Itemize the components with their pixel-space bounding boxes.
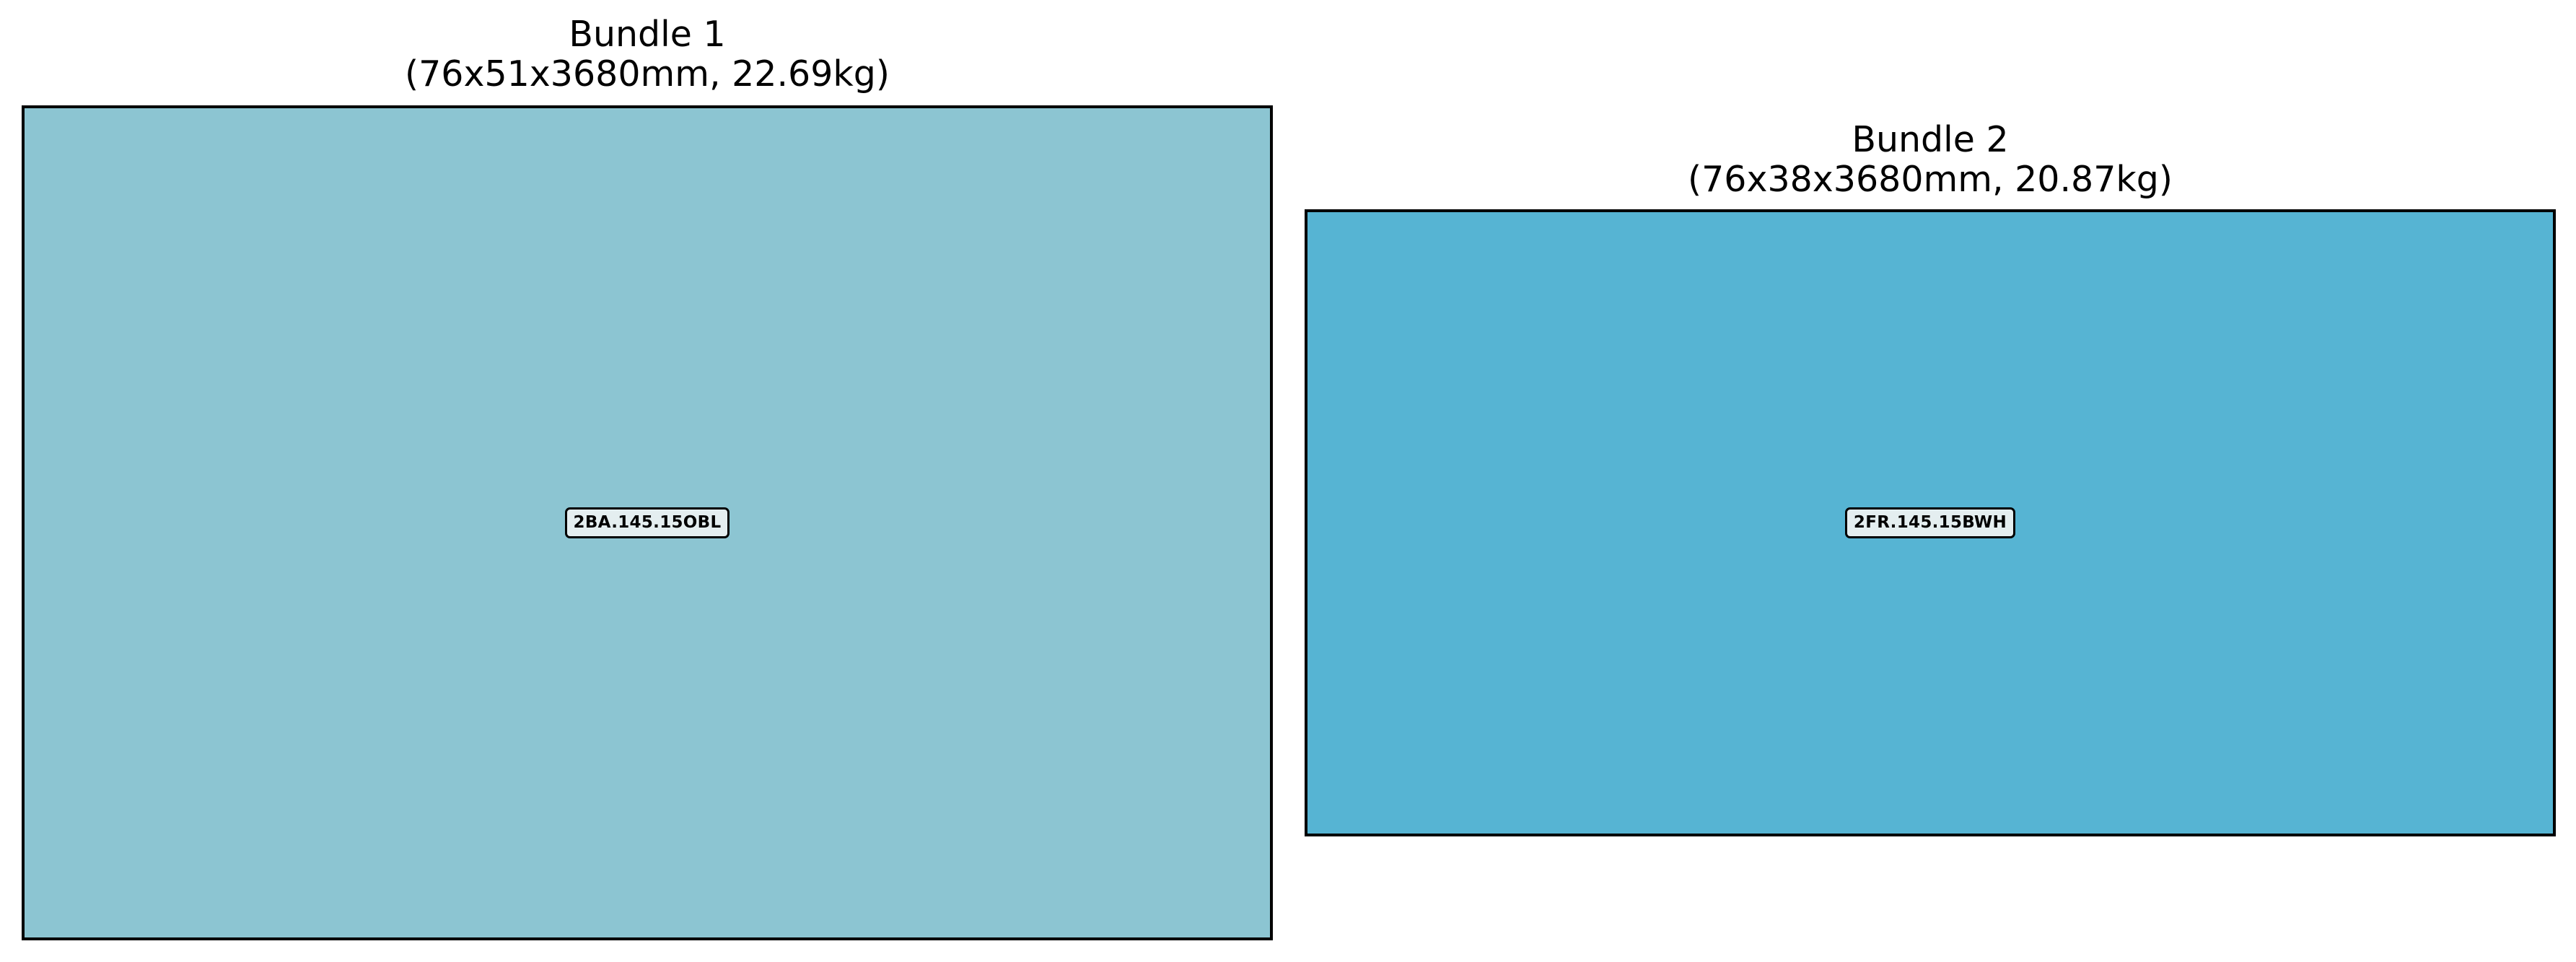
bundle-2-subtitle: (76x38x3680mm, 20.87kg) <box>1687 159 2173 200</box>
bundle-1-item-label: 2BA.145.15OBL <box>564 507 730 538</box>
bundle-2-item-label: 2FR.145.15BWH <box>1844 507 2016 538</box>
bundle-1-rect: 2BA.145.15OBL <box>22 105 1273 940</box>
bundle-1-panel: Bundle 1 (76x51x3680mm, 22.69kg) 2BA.145… <box>22 0 1273 962</box>
bundle-2-panel: Bundle 2 (76x38x3680mm, 20.87kg) 2FR.145… <box>1305 0 2556 962</box>
bundle-1-subtitle: (76x51x3680mm, 22.69kg) <box>404 53 890 95</box>
bundle-1-title: Bundle 1 <box>569 14 726 55</box>
bundle-1-title-block: Bundle 1 (76x51x3680mm, 22.69kg) <box>22 14 1273 94</box>
bundle-2-title-block: Bundle 2 (76x38x3680mm, 20.87kg) <box>1305 120 2556 199</box>
bundle-2-title: Bundle 2 <box>1852 119 2009 160</box>
bundle-2-rect: 2FR.145.15BWH <box>1305 209 2556 836</box>
